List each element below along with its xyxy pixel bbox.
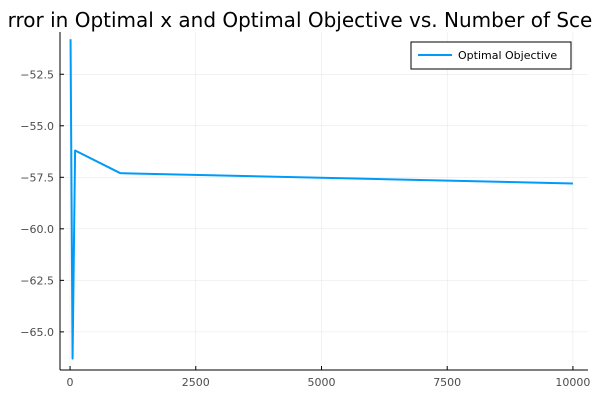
legend-label-optimal-objective: Optimal Objective [458, 49, 557, 62]
x-tick-label: 10000 [555, 376, 590, 389]
plot-area [69, 39, 573, 360]
y-tick-label: −62.5 [20, 274, 54, 287]
y-tick-label: −52.5 [20, 68, 54, 81]
x-tick-label: 0 [67, 376, 74, 389]
x-tick-labels: 0 2500 5000 7500 10000 [67, 376, 591, 389]
y-tick-label: −55.0 [20, 120, 54, 133]
grid [60, 32, 588, 370]
y-tick-label: −65.0 [20, 326, 54, 339]
y-tick-labels: −52.5 −55.0 −57.5 −60.0 −62.5 −65.0 [20, 68, 54, 339]
legend: Optimal Objective [410, 41, 572, 70]
y-tick-label: −57.5 [20, 171, 54, 184]
x-tick-label: 7500 [433, 376, 461, 389]
chart-title: rror in Optimal x and Optimal Objective … [8, 8, 593, 32]
y-tick-label: −60.0 [20, 223, 54, 236]
x-tick-label: 5000 [307, 376, 335, 389]
axes [59, 32, 588, 371]
series-line-optimal-objective [69, 39, 573, 360]
x-tick-label: 2500 [182, 376, 210, 389]
